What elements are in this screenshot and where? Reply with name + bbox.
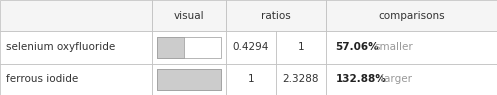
Bar — [152, 0, 226, 31]
Text: 1: 1 — [297, 42, 304, 53]
Text: 132.88%: 132.88% — [335, 74, 386, 84]
Bar — [157, 37, 221, 58]
Bar — [0, 0, 152, 31]
Text: selenium oxyfluoride: selenium oxyfluoride — [6, 42, 115, 53]
Text: smaller: smaller — [374, 42, 413, 53]
Bar — [157, 69, 221, 90]
Bar — [326, 31, 497, 64]
Bar — [0, 31, 152, 64]
Text: 57.06%: 57.06% — [335, 42, 379, 53]
Bar — [152, 31, 226, 64]
Bar — [326, 64, 497, 95]
Bar — [152, 64, 226, 95]
Bar — [157, 69, 221, 90]
Text: comparisons: comparisons — [378, 11, 445, 21]
Bar — [226, 31, 276, 64]
Text: 1: 1 — [248, 74, 254, 84]
Bar — [276, 31, 326, 64]
Bar — [276, 64, 326, 95]
Text: larger: larger — [381, 74, 412, 84]
Text: ratios: ratios — [261, 11, 291, 21]
Bar — [0, 64, 152, 95]
Bar — [226, 0, 326, 31]
Text: 2.3288: 2.3288 — [282, 74, 319, 84]
Text: ferrous iodide: ferrous iodide — [6, 74, 78, 84]
Bar — [326, 0, 497, 31]
Bar — [226, 64, 276, 95]
Bar — [157, 37, 184, 58]
Text: visual: visual — [173, 11, 204, 21]
Text: 0.4294: 0.4294 — [233, 42, 269, 53]
